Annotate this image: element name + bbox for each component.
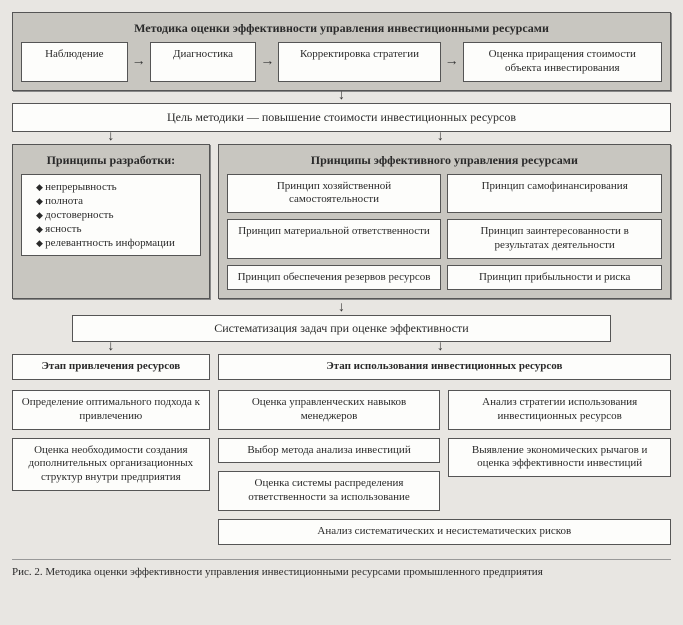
step-valuation: Оценка приращения стоимости объекта инве… [463,42,662,82]
stage2-right-item: Анализ стратегии использования инвестици… [448,390,671,430]
bullet-item: ясность [36,223,194,235]
mgmt-cell: Принцип хозяйственной самостоятельности [227,174,442,214]
stage-content: Определение оптимального подхода к привл… [12,390,671,545]
stage2-right: Анализ стратегии использования инвестици… [448,390,671,511]
arrow-down-icon: ↓ [12,91,671,103]
dev-principles-title: Принципы разработки: [21,153,201,168]
arrow-down-icon: ↓ [12,303,671,315]
bullet-item: непрерывность [36,181,194,193]
stage1-title: Этап привлечения ресурсов [12,354,210,380]
stage2-col: Оценка управленческих навыков менеджеров… [218,390,671,545]
mgmt-principles-title: Принципы эффективного управления ресурса… [227,153,662,168]
mgmt-grid: Принцип хозяйственной самостоятельности … [227,174,662,291]
arrow-right-icon: → [441,42,463,82]
bullet-item: релевантность информации [36,237,194,249]
bullet-item: полнота [36,195,194,207]
mgmt-cell: Принцип прибыльности и риска [447,265,662,291]
mgmt-principles-panel: Принципы эффективного управления ресурса… [218,144,671,300]
step-diagnostics: Диагностика [150,42,257,82]
stage2-right-item: Выявление экономических рычагов и оценка… [448,438,671,478]
principles-row: Принципы разработки: непрерывность полно… [12,144,671,300]
mgmt-cell: Принцип материальной ответственности [227,219,442,259]
stage2-bottom: Анализ систематических и несистематическ… [218,519,671,545]
step-observation: Наблюдение [21,42,128,82]
mgmt-cell: Принцип обеспечения резервов ресурсов [227,265,442,291]
stage2-left: Оценка управленческих навыков менеджеров… [218,390,441,511]
top-title: Методика оценки эффективности управления… [21,21,662,36]
bullet-item: достоверность [36,209,194,221]
systematize-box: Систематизация задач при оценке эффектив… [72,315,611,342]
arrow-right-icon: → [256,42,278,82]
stage2-left-item: Выбор метода анализа инвестиций [218,438,441,464]
down-connector: ↓ ↓ [12,132,671,144]
stage1-item: Определение оптимального подхода к привл… [12,390,210,430]
arrow-right-icon: → [128,42,150,82]
down-connector: ↓ ↓ [12,342,671,354]
goal-box: Цель методики — повышение стоимости инве… [12,103,671,132]
stage1-col: Определение оптимального подхода к привл… [12,390,210,545]
stage-headers: Этап привлечения ресурсов Этап использов… [12,354,671,380]
top-steps-row: Наблюдение → Диагностика → Корректировка… [21,42,662,82]
dev-principles-list: непрерывность полнота достоверность ясно… [21,174,201,256]
stage1-item: Оценка необходимости создания дополнител… [12,438,210,491]
stage2-left-item: Оценка системы распределения ответственн… [218,471,441,511]
mgmt-cell: Принцип заинтересованности в результатах… [447,219,662,259]
step-correction: Корректировка стратегии [278,42,440,82]
top-panel: Методика оценки эффективности управления… [12,12,671,91]
mgmt-cell: Принцип самофинансирования [447,174,662,214]
figure-caption: Рис. 2. Методика оценки эффективности уп… [12,559,671,578]
stage2-title: Этап использования инвестиционных ресурс… [218,354,671,380]
dev-principles-panel: Принципы разработки: непрерывность полно… [12,144,210,300]
stage2-left-item: Оценка управленческих навыков менеджеров [218,390,441,430]
